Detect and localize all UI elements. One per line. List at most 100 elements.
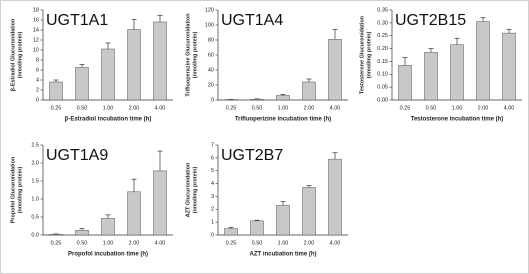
bar: [302, 187, 316, 236]
x-tick-label: 4.00: [504, 105, 515, 111]
x-tick-label: 2.00: [304, 240, 315, 246]
bar: [328, 158, 342, 236]
y-tick-label: 1.0: [31, 196, 39, 202]
y-axis-title: (nmol/mg protein): [17, 166, 23, 213]
y-axis-title: AZT Glucuronidation: [185, 162, 191, 217]
y-tick-label: 0: [211, 97, 214, 103]
x-tick-label: 0.50: [252, 105, 263, 111]
y-tick-label: 3: [211, 194, 214, 200]
chart-title: UGT1A4: [221, 12, 283, 29]
x-tick-label: 0.25: [51, 105, 62, 111]
y-axis-title: Testosterone Glucuronidation: [359, 15, 365, 94]
y-axis-title: (nmol/mg protein): [366, 31, 372, 78]
x-axis-title: AZT incubation time (h): [250, 252, 317, 258]
y-tick-label: 0.15: [377, 59, 388, 65]
x-tick-label: 1.00: [103, 105, 114, 111]
y-tick-label: 8: [36, 57, 39, 63]
y-axis-title: (nmol/mg protein): [192, 31, 198, 78]
y-tick-label: 0.10: [377, 72, 388, 78]
x-tick-label: 4.00: [155, 240, 166, 246]
x-tick-label: 0.50: [426, 105, 437, 111]
y-tick-label: 5: [211, 168, 214, 174]
x-tick-label: 2.00: [304, 105, 315, 111]
y-tick-label: 100: [205, 22, 214, 28]
x-tick-label: 0.50: [77, 240, 88, 246]
bar: [127, 191, 141, 236]
bar: [101, 218, 115, 236]
y-tick-label: 12: [33, 37, 39, 43]
bar: [328, 39, 342, 101]
x-axis-title: Testosterone incubation time (h): [411, 117, 504, 123]
bar: [153, 170, 167, 236]
chart-title: UGT2B7: [221, 147, 283, 164]
y-tick-label: 0.00: [377, 97, 388, 103]
x-tick-label: 4.00: [155, 105, 166, 111]
y-tick-label: 0.0: [31, 232, 39, 238]
y-tick-label: 16: [33, 17, 39, 23]
chart-panel: 0 20 40 60 80 100 120 0.25 0.50 1.00 2.00 4.00 Trifl…: [185, 7, 348, 123]
bar: [250, 220, 264, 236]
y-tick-label: 0: [211, 232, 214, 238]
bar: [424, 52, 438, 101]
y-tick-label: 120: [205, 7, 214, 13]
y-axis-title: (nmol/mg protein): [17, 31, 23, 78]
x-tick-label: 1.00: [452, 105, 463, 111]
y-tick-label: 20: [208, 82, 214, 88]
bar: [127, 29, 141, 101]
x-tick-label: 4.00: [330, 240, 341, 246]
y-tick-label: 0: [36, 97, 39, 103]
y-axis-title: Trifluoperazine Glucuronidation: [185, 13, 191, 97]
y-tick-label: 60: [208, 52, 214, 58]
bar: [153, 21, 167, 101]
bar: [398, 65, 412, 101]
x-tick-label: 1.00: [278, 105, 289, 111]
bar: [75, 230, 89, 236]
y-tick-label: 2.0: [31, 160, 39, 166]
y-tick-label: 0.20: [377, 46, 388, 52]
y-tick-label: 7: [211, 142, 214, 148]
y-tick-label: 14: [33, 27, 39, 33]
bar: [476, 21, 490, 101]
y-tick-label: 2.5: [31, 142, 39, 148]
y-tick-label: 2: [36, 87, 39, 93]
y-tick-label: 2: [211, 207, 214, 213]
bar: [302, 81, 316, 101]
bar: [276, 95, 290, 101]
bar: [75, 67, 89, 101]
y-axis-title: (nmol/mg protein): [192, 166, 198, 213]
bar: [49, 234, 63, 236]
y-tick-label: 0.05: [377, 85, 388, 91]
chart-title: UGT1A1: [46, 12, 108, 29]
y-tick-label: 0.25: [377, 33, 388, 39]
y-axis-title: Propofol Glucuronidation: [10, 156, 16, 223]
y-tick-label: 6: [211, 155, 214, 161]
y-tick-label: 80: [208, 37, 214, 43]
y-tick-label: 1: [211, 220, 214, 226]
bar: [101, 48, 115, 101]
y-tick-label: 6: [36, 67, 39, 73]
chart-title: UGT1A9: [46, 147, 108, 164]
y-tick-label: 4: [36, 77, 39, 83]
x-tick-label: 0.50: [77, 105, 88, 111]
bar: [502, 32, 516, 101]
y-tick-label: 4: [211, 181, 214, 187]
chart-panel: 0.00 0.05 0.10 0.15 0.20 0.25 0.30 0.35 0.25 0.50…: [359, 7, 522, 123]
y-tick-label: 18: [33, 7, 39, 13]
x-tick-label: 0.25: [51, 240, 62, 246]
x-axis-title: β-Estradiol incubation time (h): [65, 117, 152, 123]
bar: [276, 205, 290, 236]
x-tick-label: 1.00: [103, 240, 114, 246]
x-axis-title: Propofol incubation time (h): [68, 252, 148, 258]
x-tick-label: 0.25: [400, 105, 411, 111]
bar: [224, 228, 238, 236]
y-tick-label: 40: [208, 67, 214, 73]
x-tick-label: 2.00: [478, 105, 489, 111]
y-tick-label: 0.5: [31, 214, 39, 220]
chart-panel: 0.0 0.5 1.0 1.5 2.0 2.5 0.25 0.50 1.00 2.00 4.00 Pr…: [10, 142, 173, 258]
x-tick-label: 4.00: [330, 105, 341, 111]
x-tick-label: 2.00: [129, 105, 140, 111]
x-tick-label: 0.25: [226, 105, 237, 111]
